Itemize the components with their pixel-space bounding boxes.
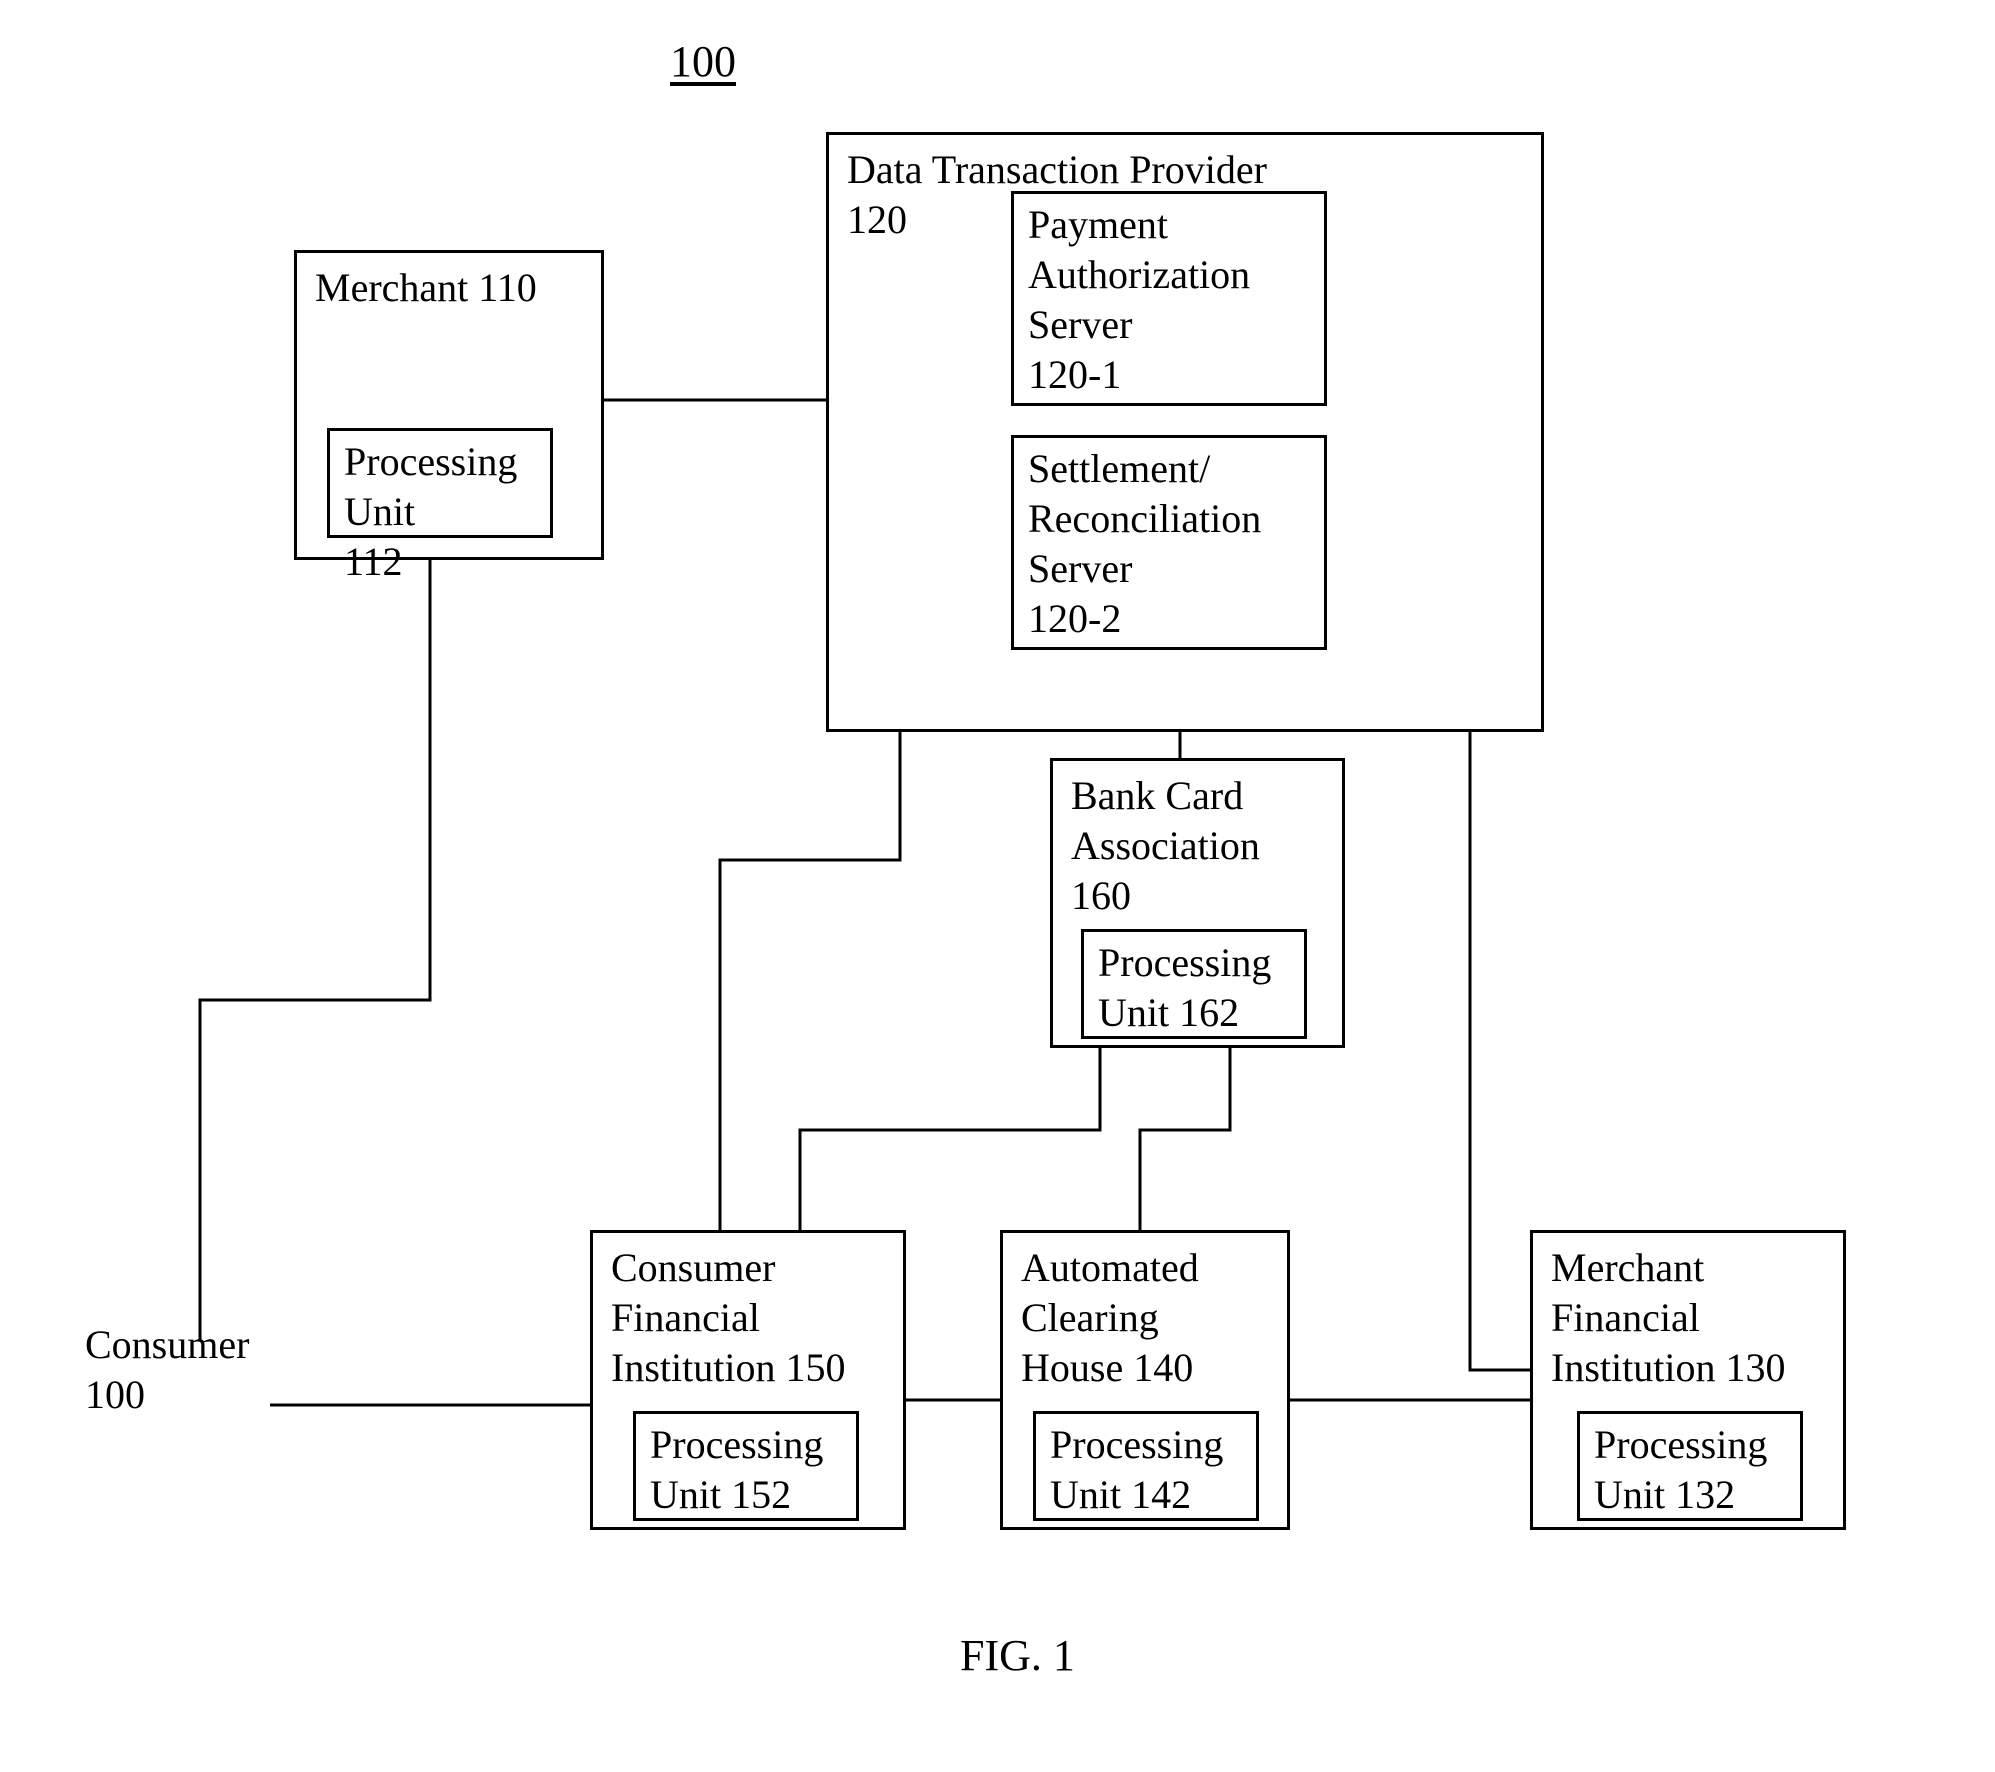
edge-bca-cfi	[800, 1048, 1100, 1230]
diagram-canvas: 100 Merchant 110 Processing Unit 112 Dat…	[0, 0, 1995, 1772]
edge-merchant-consumer	[200, 560, 430, 1340]
edge-bca-ach	[1140, 1048, 1230, 1230]
edges-layer	[0, 0, 1995, 1772]
edge-dtp-mfi	[1470, 732, 1530, 1370]
edge-dtp-cfi	[720, 732, 900, 1230]
